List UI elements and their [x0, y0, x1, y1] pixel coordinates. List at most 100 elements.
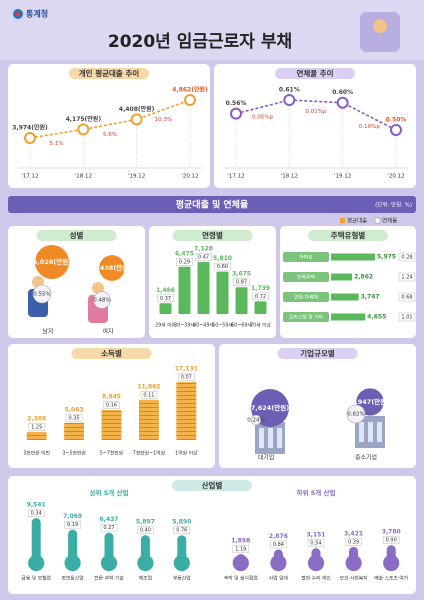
x-tick-label: 1억원 이상 [175, 450, 198, 457]
value-label: 0.61% [279, 87, 300, 94]
value-label: 3,151 [307, 532, 326, 539]
value-label: 1,898 [231, 538, 250, 545]
loan-bubble [99, 255, 125, 281]
x-tick-label: 숙박 및 음식점업 [224, 575, 258, 582]
x-tick-label: 부동산업 [173, 575, 191, 582]
card [149, 226, 276, 338]
rate-box [398, 292, 416, 302]
bar [140, 535, 150, 563]
banner [8, 196, 416, 213]
bar [159, 303, 172, 314]
bar [331, 273, 353, 281]
card [214, 64, 416, 188]
x-tick-label: 29세 이하 [155, 322, 176, 329]
rate-label: 0.55% [33, 292, 50, 298]
category-pill [283, 312, 329, 322]
building-window [359, 422, 364, 442]
x-tick-label: 50~59세 [212, 322, 233, 329]
point [130, 113, 143, 126]
value-label: 3,675 [232, 271, 251, 278]
x-tick-label: 정보통신업 [62, 575, 84, 582]
value-label: 3,747 [361, 294, 380, 301]
section-pill [308, 230, 388, 241]
card [8, 226, 145, 338]
rate-label: 0.76 [176, 528, 187, 534]
x-tick-label: '19.12 [334, 174, 351, 180]
category-label: 연립·다세대 [294, 294, 318, 301]
rate-box [65, 414, 83, 422]
rate-label: 0.24% [247, 418, 264, 424]
rate-label: 1.25 [31, 424, 42, 430]
category-pill [283, 252, 329, 262]
x-tick-label: 40~49세 [193, 322, 214, 329]
value-label: 7,069 [63, 513, 82, 520]
rate-label: 1.01 [401, 315, 412, 321]
value-label: 2,862 [354, 274, 373, 281]
banner-unit: (단위: 만원, %) [375, 201, 412, 209]
x-tick-label: 3천만원 미만 [23, 450, 50, 457]
building-window [268, 428, 273, 448]
bar [176, 382, 197, 440]
annotation: 5.1% [50, 141, 64, 147]
rate-box [176, 258, 193, 266]
subtitle: 하위 5개 산업 [297, 488, 336, 497]
loan-label: 7,624(만원) [251, 403, 289, 412]
value-label: 2,386 [27, 415, 46, 422]
rate-box [157, 294, 174, 303]
value-label: 0.50% [386, 117, 407, 124]
value-label: 2,876 [269, 533, 288, 540]
value-label: 0.56% [226, 100, 247, 107]
rate-box [140, 391, 158, 399]
rate-label: 0.28 [401, 255, 412, 261]
value-label: 3,421 [344, 530, 363, 537]
rate-label: 0.35 [69, 415, 80, 421]
rate-box [270, 540, 287, 549]
legend-label: 평균대출 [347, 217, 367, 225]
rate-label: 0.72 [255, 294, 266, 300]
building-window [259, 428, 264, 448]
series-line [29, 99, 191, 139]
point [24, 132, 36, 144]
point [230, 107, 242, 120]
x-tick-label: 협회·수리·개인 [301, 575, 331, 582]
rate-label: 0.60 [217, 264, 228, 270]
value-label: 11,862 [137, 383, 160, 390]
rate-box [233, 278, 250, 286]
annotation: 5.6% [103, 132, 117, 138]
logo-icon-dot [15, 11, 21, 17]
x-tick-label: 제조업 [139, 575, 152, 582]
x-tick-label: 3~5천만원 [62, 450, 85, 457]
bar [178, 266, 191, 314]
rate-label: 0.68 [401, 295, 412, 301]
annotation: 0.10%p [359, 124, 380, 130]
section-title: 개인 평균대출 추이 [79, 68, 140, 78]
section-pill [172, 480, 252, 491]
x-tick-label: 보건·사회복지 [340, 575, 368, 582]
point [77, 123, 90, 136]
value-label: 4,655 [367, 314, 386, 321]
rate-box [195, 253, 212, 261]
rate-label: 0.87 [236, 280, 247, 286]
x-tick-label: 60~69세 [231, 322, 252, 329]
bar [236, 554, 246, 563]
x-tick-label: 사업 임대 [269, 575, 288, 582]
bar [64, 422, 85, 440]
bar [235, 287, 248, 314]
section-title: 연령별 [202, 230, 223, 240]
section-title: 주택유형별 [331, 230, 366, 240]
loan-label: 6,026(만원) [33, 257, 71, 266]
value-label: 4,175(만원) [66, 115, 102, 123]
section-pill [36, 230, 117, 241]
rate-label: 0.27 [103, 525, 114, 531]
bar [104, 532, 114, 563]
x-tick-label: 7천만원~1억원 [133, 450, 165, 457]
section-pill [275, 68, 355, 79]
bar [273, 549, 283, 563]
rate-box [178, 373, 195, 381]
rate-label: 0.29 [179, 259, 190, 265]
category-label: 오피스텔 및 기타 [289, 314, 324, 321]
legend-swatch [374, 217, 381, 224]
value-label: 8,845 [102, 394, 121, 401]
value-label: 6,437 [100, 516, 119, 523]
